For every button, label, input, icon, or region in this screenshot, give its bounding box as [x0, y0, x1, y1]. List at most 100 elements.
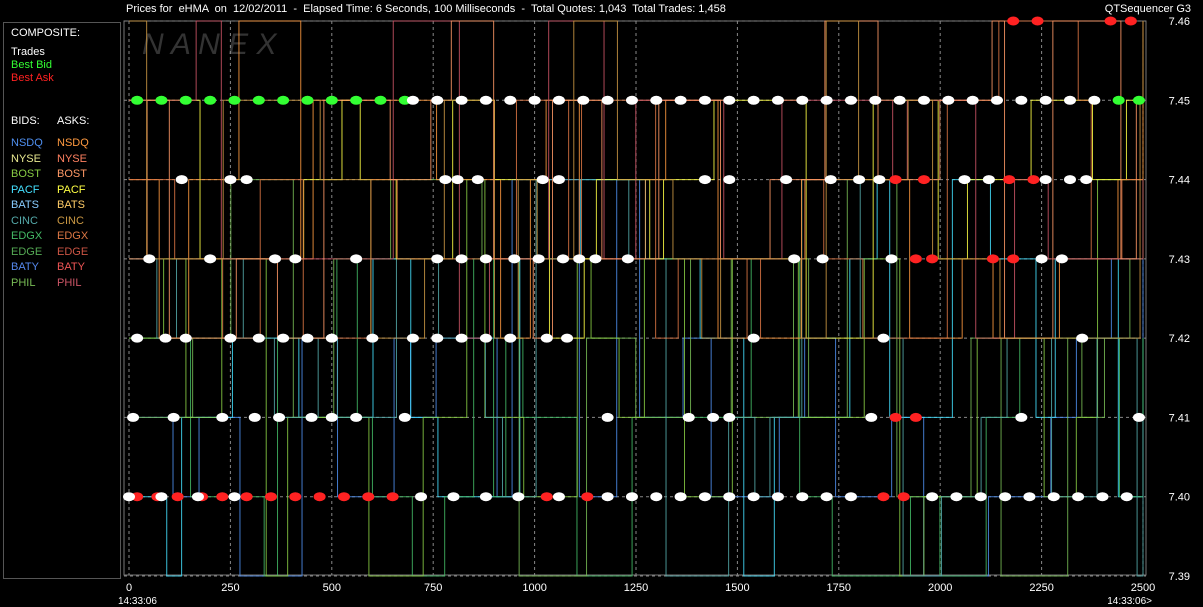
trades-point	[536, 175, 549, 185]
x-tick-label: 0	[126, 582, 132, 594]
trades-point	[601, 492, 614, 502]
trades-point	[788, 254, 801, 264]
legend-ask-pacf: PACF	[57, 183, 86, 196]
trades-point	[917, 95, 930, 105]
x-end-time: 14:33:06>	[1107, 596, 1152, 607]
trades-point	[431, 95, 444, 105]
trades-point	[865, 412, 878, 422]
best-ask-point	[362, 492, 375, 502]
trades-point	[277, 333, 290, 343]
ask-quote-line	[129, 99, 1143, 339]
trades-point	[431, 254, 444, 264]
trades-point	[577, 95, 590, 105]
trades-point	[406, 333, 419, 343]
trades-point	[471, 175, 484, 185]
x-tick-label: 750	[424, 582, 442, 594]
trades-point	[556, 254, 569, 264]
y-tick-label: 7.45	[1169, 95, 1190, 107]
x-tick-label: 1000	[522, 582, 546, 594]
best-bid-point	[277, 95, 290, 105]
trades-point	[216, 412, 229, 422]
trades-point	[155, 492, 168, 502]
best-ask-point	[1027, 175, 1040, 185]
best-ask-point	[581, 492, 594, 502]
trades-point	[853, 175, 866, 185]
trades-point	[1132, 412, 1145, 422]
x-tick-label: 2500	[1131, 582, 1155, 594]
trades-point	[479, 333, 492, 343]
best-bid-point	[179, 95, 192, 105]
best-bid-point	[301, 95, 314, 105]
trades-point	[127, 412, 140, 422]
trades-point	[885, 254, 898, 264]
best-bid-point	[350, 95, 363, 105]
best-bid-point	[252, 95, 265, 105]
trades-point	[707, 412, 720, 422]
trades-point	[999, 492, 1012, 502]
trades-point	[1063, 95, 1076, 105]
best-bid-point	[1112, 95, 1125, 105]
y-tick-label: 7.42	[1169, 333, 1190, 345]
trades-point	[504, 95, 517, 105]
trades-point	[479, 95, 492, 105]
best-ask-point	[877, 492, 890, 502]
trades-point	[926, 492, 939, 502]
legend-ask-edgx: EDGX	[57, 230, 89, 242]
trades-point	[1047, 492, 1060, 502]
trades-point	[820, 492, 833, 502]
best-ask-point	[909, 412, 922, 422]
legend-bid-phil: PHIL	[11, 276, 36, 289]
chart-title: Prices for eHMA on 12/02/2011 - Elapsed …	[126, 3, 726, 15]
trades-point	[990, 95, 1003, 105]
trades-point	[723, 175, 736, 185]
trades-point	[601, 95, 614, 105]
trades-point	[771, 492, 784, 502]
best-ask-point	[1104, 16, 1117, 26]
trades-point	[747, 95, 760, 105]
trades-point	[796, 95, 809, 105]
x-tick-label: 1750	[827, 582, 851, 594]
trades-point	[167, 412, 180, 422]
trades-point	[248, 412, 261, 422]
trades-point	[873, 175, 886, 185]
trades-point	[601, 412, 614, 422]
legend-bid-edge: EDGE	[11, 245, 43, 258]
trades-point	[415, 492, 428, 502]
trades-point	[398, 412, 411, 422]
ask-quote-line	[129, 20, 1144, 339]
trades-point	[1080, 175, 1093, 185]
trades-point	[479, 492, 492, 502]
trades-point	[682, 412, 695, 422]
best-ask-point	[889, 412, 902, 422]
trades-point	[1039, 95, 1052, 105]
brand-label: QTSequencer G3	[1104, 3, 1191, 15]
best-ask-point	[889, 175, 902, 185]
legend-bid-baty: BATY	[11, 261, 39, 273]
trades-point	[625, 95, 638, 105]
trades-point	[325, 333, 338, 343]
trades-point	[289, 254, 302, 264]
trades-point	[123, 492, 135, 502]
trades-point	[674, 492, 687, 502]
trades-point	[159, 333, 172, 343]
trades-point	[974, 492, 987, 502]
trades-point	[942, 95, 955, 105]
legend-ask-phil: PHIL	[57, 276, 82, 289]
best-ask-point	[897, 492, 910, 502]
legend-ask-bats: BATS	[57, 199, 85, 211]
watermark-logo: N A N E X	[142, 28, 277, 61]
trades-point	[625, 492, 638, 502]
trades-point	[273, 412, 286, 422]
trades-point	[455, 254, 468, 264]
trades-point	[228, 492, 241, 502]
best-ask-point	[540, 492, 553, 502]
y-tick-label: 7.40	[1169, 492, 1190, 504]
trades-point	[1035, 254, 1048, 264]
x-tick-label: 500	[323, 582, 341, 594]
trades-point	[723, 95, 736, 105]
y-tick-label: 7.39	[1169, 571, 1190, 583]
trades-point	[966, 95, 979, 105]
trades-point	[1088, 95, 1101, 105]
best-ask-point	[171, 492, 184, 502]
trades-point	[224, 333, 237, 343]
